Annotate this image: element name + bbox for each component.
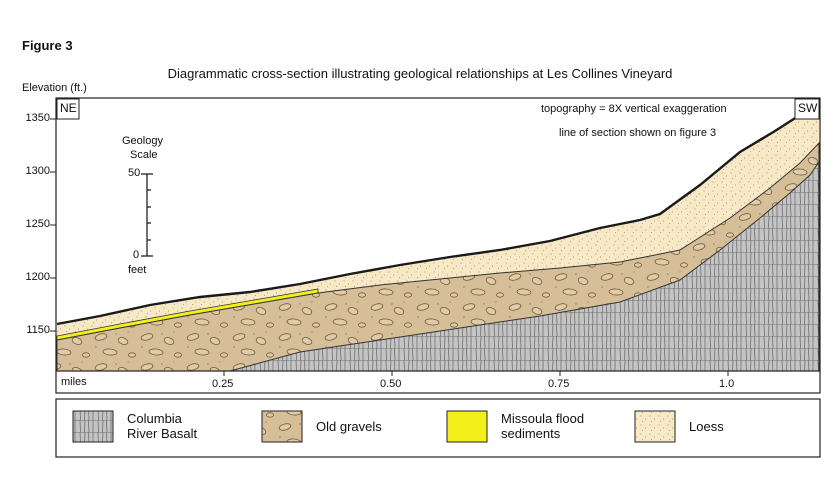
figure-label: Figure 3 [22, 38, 73, 53]
section-note: line of section shown on figure 3 [559, 127, 717, 139]
geology-scale-unit: feet [128, 264, 147, 276]
sw-box [794, 98, 820, 120]
x-tick-label: 0.75 [548, 378, 570, 390]
x-tick-label: 1.0 [719, 378, 735, 390]
legend-swatch-basalt [72, 410, 114, 443]
y-tick-label: 1200 [25, 271, 50, 283]
legend-swatch-missoula [446, 410, 488, 443]
legend-swatch-loess [634, 410, 676, 443]
legend-box [55, 398, 821, 458]
geology-scale-bar [141, 173, 153, 257]
legend-basalt-label: Columbia River Basalt [127, 411, 198, 441]
y-tick-label: 1350 [25, 112, 50, 124]
y-tick-label: 1150 [26, 324, 50, 336]
geology-scale-top-value: 50 [128, 167, 141, 179]
y-axis-ticks [50, 118, 56, 332]
geology-scale-title-1: Geology [122, 135, 163, 147]
y-tick-label: 1250 [25, 218, 50, 230]
x-tick-label: 0.50 [380, 378, 402, 390]
legend-gravel-label: Old gravels [316, 419, 382, 434]
geology-scale-title-2: Scale [130, 149, 158, 161]
ground-surface [56, 102, 820, 326]
ne-label: NE [60, 101, 77, 115]
figure-title: Diagrammatic cross-section illustrating … [167, 66, 673, 81]
exaggeration-note: topography = 8X vertical exaggeration [541, 103, 727, 115]
y-tick-label: 1300 [25, 165, 50, 177]
legend-missoula-label: Missoula flood sediments [501, 411, 585, 441]
sw-label: SW [798, 101, 818, 115]
x-axis-ticks [223, 371, 729, 376]
geology-scale-bottom-value: 0 [133, 249, 140, 261]
ne-box [56, 98, 80, 120]
legend-swatch-gravel [261, 410, 303, 443]
x-axis-title: miles [61, 376, 87, 388]
x-tick-label: 0.25 [212, 378, 234, 390]
legend-loess-label: Loess [689, 419, 724, 434]
y-axis-title: Elevation (ft.) [22, 82, 87, 94]
basalt-layer [229, 160, 820, 372]
x-axis-box [55, 370, 821, 394]
